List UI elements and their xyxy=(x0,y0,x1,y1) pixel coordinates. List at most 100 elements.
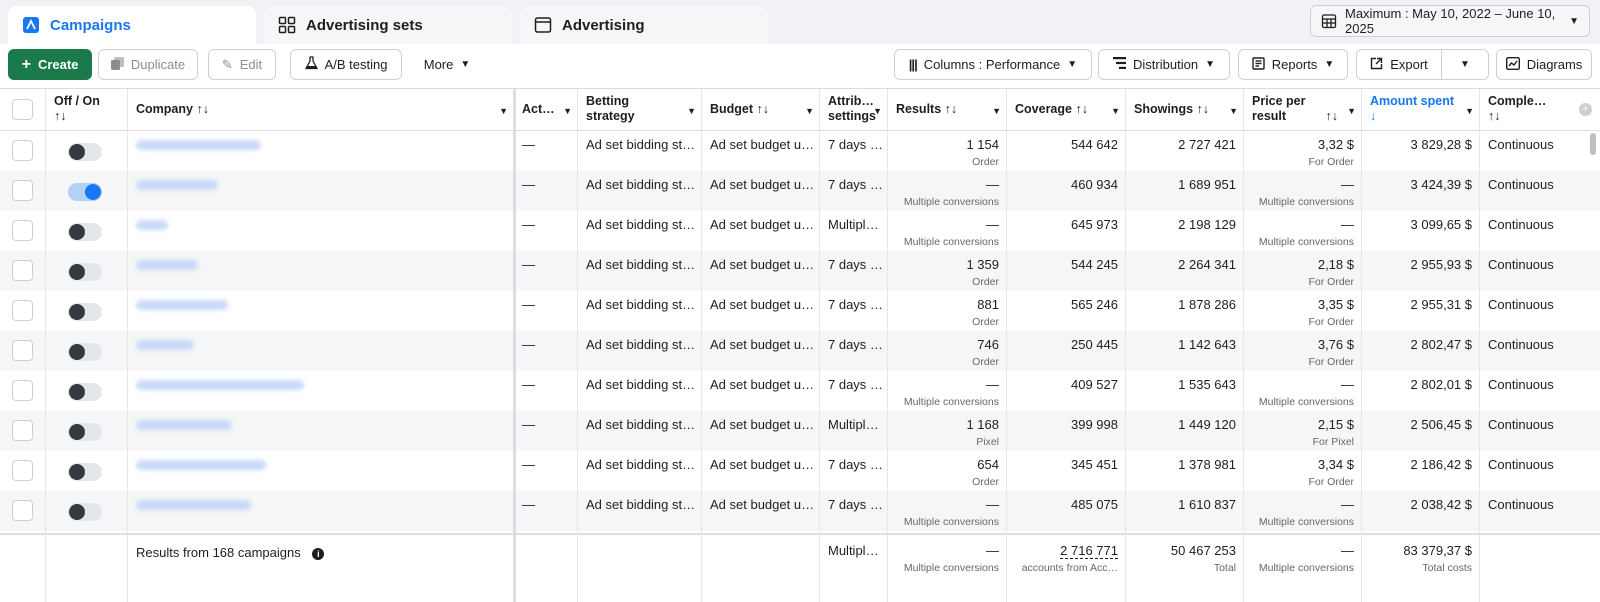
row-checkbox[interactable] xyxy=(12,140,33,161)
results-sub: Order xyxy=(972,156,999,168)
table-row[interactable]: — Ad set bidding st… Ad set budget u… 7 day… xyxy=(0,451,1600,491)
row-checkbox[interactable] xyxy=(12,500,33,521)
select-all-checkbox[interactable] xyxy=(12,99,33,120)
cell-budget: Ad set budget u… xyxy=(702,371,820,411)
edit-button[interactable]: ✎ Edit xyxy=(208,49,276,80)
campaign-toggle[interactable] xyxy=(68,503,102,521)
chevron-down-icon: ▼ xyxy=(563,106,572,116)
cell-amount: 2 955,93 $ xyxy=(1362,251,1480,291)
campaign-name-link[interactable] xyxy=(136,500,251,510)
tab-advertising[interactable]: Advertising xyxy=(520,6,768,44)
campaign-name-link[interactable] xyxy=(136,220,168,230)
header-betting-strategy[interactable]: Betting strategy ▼ xyxy=(578,89,702,131)
table-row[interactable]: — Ad set bidding st… Ad set budget u… 7 day… xyxy=(0,171,1600,211)
create-button[interactable]: + Create xyxy=(8,49,92,80)
showings-value: 1 610 837 xyxy=(1178,497,1236,512)
header-price-per-result[interactable]: Price per result ↑↓ ▼ xyxy=(1244,89,1362,131)
cell-betting: Ad set bidding st… xyxy=(578,331,702,371)
footer-results: — Multiple conversions xyxy=(888,535,1007,584)
table-row[interactable]: — Ad set bidding st… Ad set budget u… 7 day… xyxy=(0,291,1600,331)
header-amount-spent[interactable]: Amount spent ↓ ▼ xyxy=(1362,89,1480,131)
ab-testing-button[interactable]: A/B testing xyxy=(290,49,402,80)
reports-button[interactable]: Reports ▼ xyxy=(1238,49,1348,80)
results-value: — xyxy=(986,177,999,192)
columns-button[interactable]: ||| Columns : Performance ▼ xyxy=(894,49,1092,80)
table-row[interactable]: — Ad set bidding st… Ad set budget u… 7 day… xyxy=(0,371,1600,411)
row-checkbox[interactable] xyxy=(12,260,33,281)
row-checkbox[interactable] xyxy=(12,340,33,361)
footer-coverage-value[interactable]: 2 716 771 xyxy=(1060,543,1118,559)
vertical-scrollbar[interactable] xyxy=(1590,133,1596,155)
campaign-toggle[interactable] xyxy=(68,303,102,321)
row-checkbox[interactable] xyxy=(12,220,33,241)
price-sub: Multiple conversions xyxy=(1258,236,1354,248)
header-activity[interactable]: Act… ▼ xyxy=(514,89,578,131)
campaign-toggle[interactable] xyxy=(68,263,102,281)
campaign-name-link[interactable] xyxy=(136,420,232,430)
table-row[interactable]: — Ad set bidding st… Ad set budget u… 7 day… xyxy=(0,251,1600,291)
header-coverage[interactable]: Coverage ↑↓ ▼ xyxy=(1007,89,1126,131)
coverage-value: 399 998 xyxy=(1071,417,1118,432)
campaign-toggle[interactable] xyxy=(68,223,102,241)
campaign-toggle[interactable] xyxy=(68,423,102,441)
campaign-name-link[interactable] xyxy=(136,260,198,270)
export-dropdown-button[interactable]: ▼ xyxy=(1441,49,1489,80)
cell-results: 654 Order xyxy=(888,451,1007,491)
row-checkbox[interactable] xyxy=(12,460,33,481)
campaign-name-link[interactable] xyxy=(136,300,228,310)
table-header: Off / On ↑↓ Company ↑↓ ▼ Act… ▼ Betting … xyxy=(0,89,1600,131)
table-row[interactable]: — Ad set bidding st… Ad set budget u… Multi… xyxy=(0,211,1600,251)
betting-value: Ad set bidding st… xyxy=(586,177,696,192)
campaign-name-cell xyxy=(128,491,514,531)
info-icon[interactable]: i xyxy=(312,548,325,560)
table-row[interactable]: — Ad set bidding st… Ad set budget u… 7 day… xyxy=(0,131,1600,171)
campaign-toggle[interactable] xyxy=(68,463,102,481)
cell-betting: Ad set bidding st… xyxy=(578,491,702,531)
tab-campaigns[interactable]: Campaigns xyxy=(8,6,256,44)
row-checkbox[interactable] xyxy=(12,380,33,401)
header-label: Showings xyxy=(1134,102,1194,116)
export-button[interactable]: Export xyxy=(1356,49,1442,80)
cell-activity: — xyxy=(514,371,578,411)
header-off-on[interactable]: Off / On ↑↓ xyxy=(46,89,128,131)
header-budget[interactable]: Budget ↑↓ ▼ xyxy=(702,89,820,131)
betting-value: Ad set bidding st… xyxy=(586,417,696,432)
cell-results: 1 168 Pixel xyxy=(888,411,1007,451)
header-attribution[interactable]: Attrib… settings ▼ xyxy=(820,89,888,131)
header-results[interactable]: Results ↑↓ ▼ xyxy=(888,89,1007,131)
header-company[interactable]: Company ↑↓ ▼ xyxy=(128,89,514,131)
price-value: 2,15 $ xyxy=(1317,417,1354,432)
cell-betting: Ad set bidding st… xyxy=(578,291,702,331)
campaign-name-link[interactable] xyxy=(136,140,261,150)
campaign-toggle[interactable] xyxy=(68,143,102,161)
campaign-name-link[interactable] xyxy=(136,340,194,350)
table-row[interactable]: — Ad set bidding st… Ad set budget u… 7 day… xyxy=(0,491,1600,531)
add-column-icon[interactable]: + xyxy=(1579,103,1592,116)
row-checkbox[interactable] xyxy=(12,420,33,441)
campaign-name-link[interactable] xyxy=(136,180,218,190)
activity-value: — xyxy=(522,337,535,352)
campaign-name-link[interactable] xyxy=(136,380,304,390)
campaign-name-link[interactable] xyxy=(136,460,266,470)
row-checkbox[interactable] xyxy=(12,300,33,321)
campaign-toggle[interactable] xyxy=(68,183,102,201)
header-completion[interactable]: Comple… ↑↓ xyxy=(1480,89,1580,131)
campaign-toggle[interactable] xyxy=(68,343,102,361)
more-button[interactable]: More ▼ xyxy=(414,49,480,80)
table-row[interactable]: — Ad set bidding st… Ad set budget u… 7 day… xyxy=(0,331,1600,371)
date-range-picker[interactable]: Maximum : May 10, 2022 – June 10, 2025 ▼ xyxy=(1310,5,1590,37)
results-sub: Pixel xyxy=(976,436,999,448)
campaign-toggle[interactable] xyxy=(68,383,102,401)
budget-value: Ad set budget u… xyxy=(710,337,815,352)
diagrams-button[interactable]: Diagrams xyxy=(1496,49,1592,80)
cell-showings: 1 689 951 xyxy=(1126,171,1244,211)
distribution-button[interactable]: Distribution ▼ xyxy=(1098,49,1230,80)
calendar-icon xyxy=(1321,13,1337,29)
row-checkbox[interactable] xyxy=(12,180,33,201)
header-showings[interactable]: Showings ↑↓ ▼ xyxy=(1126,89,1244,131)
table-row[interactable]: — Ad set bidding st… Ad set budget u… Multi… xyxy=(0,411,1600,451)
tab-advertising-sets[interactable]: Advertising sets xyxy=(264,6,512,44)
results-value: 881 xyxy=(977,297,999,312)
duplicate-button[interactable]: Duplicate xyxy=(98,49,198,80)
cell-showings: 2 198 129 xyxy=(1126,211,1244,251)
